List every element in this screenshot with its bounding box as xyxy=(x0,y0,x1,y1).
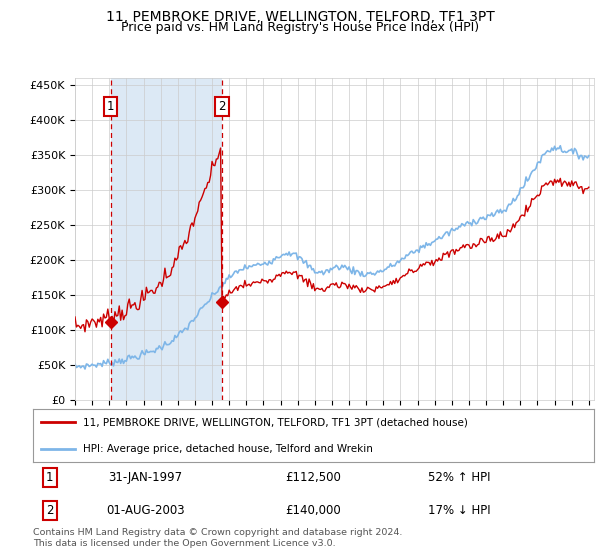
Text: 52% ↑ HPI: 52% ↑ HPI xyxy=(428,471,491,484)
Text: 17% ↓ HPI: 17% ↓ HPI xyxy=(428,504,491,517)
Text: 2: 2 xyxy=(46,504,53,517)
Text: 1: 1 xyxy=(46,471,53,484)
Text: 2: 2 xyxy=(218,100,226,113)
Text: 01-AUG-2003: 01-AUG-2003 xyxy=(106,504,185,517)
Text: 11, PEMBROKE DRIVE, WELLINGTON, TELFORD, TF1 3PT (detached house): 11, PEMBROKE DRIVE, WELLINGTON, TELFORD,… xyxy=(83,417,469,427)
Text: Contains HM Land Registry data © Crown copyright and database right 2024.
This d: Contains HM Land Registry data © Crown c… xyxy=(33,528,403,548)
Text: Price paid vs. HM Land Registry's House Price Index (HPI): Price paid vs. HM Land Registry's House … xyxy=(121,21,479,34)
Text: £140,000: £140,000 xyxy=(286,504,341,517)
Text: £112,500: £112,500 xyxy=(286,471,341,484)
Bar xyxy=(110,78,222,400)
Text: 31-JAN-1997: 31-JAN-1997 xyxy=(108,471,182,484)
Text: 11, PEMBROKE DRIVE, WELLINGTON, TELFORD, TF1 3PT: 11, PEMBROKE DRIVE, WELLINGTON, TELFORD,… xyxy=(106,10,494,24)
Text: HPI: Average price, detached house, Telford and Wrekin: HPI: Average price, detached house, Telf… xyxy=(83,444,373,454)
Text: 1: 1 xyxy=(107,100,115,113)
